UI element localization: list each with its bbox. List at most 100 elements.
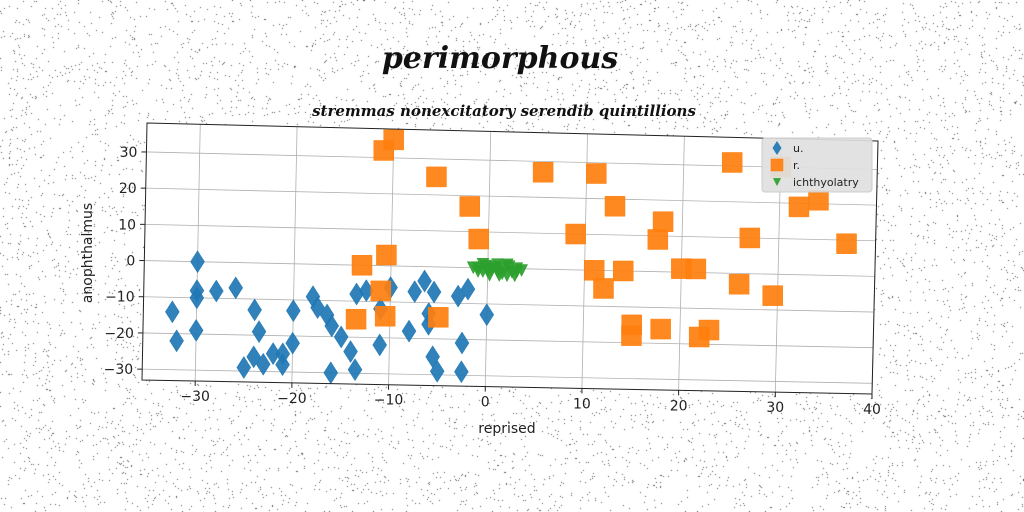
data-point <box>428 307 449 328</box>
x-tick-label: −30 <box>180 389 210 405</box>
data-point <box>808 189 829 211</box>
data-point <box>209 279 224 303</box>
legend-label: r. <box>793 159 800 172</box>
data-point <box>652 211 674 232</box>
legend-marker <box>770 158 784 172</box>
data-point <box>495 267 509 281</box>
data-point <box>236 356 252 379</box>
data-point <box>426 166 447 188</box>
data-point <box>324 314 340 338</box>
data-point <box>721 152 743 173</box>
data-point <box>251 320 267 344</box>
y-tick-label: 20 <box>119 181 137 197</box>
data-point <box>762 285 783 306</box>
x-tick-label: −20 <box>277 391 307 407</box>
data-point <box>347 358 363 382</box>
data-point <box>788 196 810 218</box>
x-tick-label: −10 <box>374 393 404 409</box>
data-point <box>246 345 261 369</box>
axis-ticks: −30 −20 −10 0 10 20 30 40 −30 −20 −10 0 10 20 30 <box>104 145 881 418</box>
data-point <box>417 269 432 293</box>
data-point <box>169 329 184 353</box>
data-point <box>372 333 388 357</box>
data-point <box>255 352 271 376</box>
y-tick-label: −30 <box>104 362 134 378</box>
data-point <box>459 196 480 217</box>
legend-label: ichthyolatry <box>793 176 859 189</box>
y-tick-label: −20 <box>104 326 134 342</box>
legend: u. r. ichthyolatry <box>761 137 873 193</box>
data-point <box>485 263 499 277</box>
data-point <box>479 303 495 327</box>
data-point <box>454 360 469 384</box>
legend-label: u. <box>793 142 803 155</box>
data-point <box>460 277 476 301</box>
legend-marker <box>772 140 782 156</box>
y-gridline <box>142 332 874 349</box>
x-tick-label: 10 <box>573 396 591 412</box>
data-point <box>429 359 445 383</box>
data-point <box>508 269 522 283</box>
y-gridline <box>143 296 874 313</box>
data-point <box>532 162 554 183</box>
data-markers <box>165 129 857 385</box>
y-gridline <box>145 187 877 206</box>
data-point <box>345 308 367 330</box>
data-point <box>685 258 707 280</box>
data-point <box>426 280 442 304</box>
data-point <box>728 273 750 295</box>
x-tick-label: 30 <box>766 400 784 416</box>
data-point <box>650 318 671 340</box>
data-point <box>190 250 205 274</box>
y-gridline <box>146 151 878 170</box>
data-point <box>343 340 358 364</box>
data-point <box>285 331 300 355</box>
data-point <box>351 255 373 276</box>
chart-suptitle: perimorphous <box>382 41 618 76</box>
y-tick-label: 30 <box>120 145 138 161</box>
data-point <box>376 244 397 266</box>
data-point <box>373 140 395 161</box>
legend-marker <box>772 178 782 187</box>
data-point <box>247 298 262 322</box>
data-point <box>698 319 720 341</box>
data-point <box>515 264 529 278</box>
data-point <box>621 325 642 346</box>
data-point <box>374 305 396 327</box>
data-point <box>604 195 626 217</box>
y-tick-label: 10 <box>118 217 136 233</box>
data-point <box>275 353 290 377</box>
data-point <box>739 227 761 249</box>
data-point <box>612 260 634 282</box>
x-tick-label: 20 <box>670 398 688 414</box>
data-point <box>228 276 244 300</box>
data-point <box>647 229 669 250</box>
y-axis-label: anophthalmus <box>80 203 96 303</box>
data-point <box>401 319 417 343</box>
data-point <box>188 318 204 342</box>
chart-title: stremmas nonexcitatory serendib quintill… <box>312 102 696 120</box>
plot-area: −30 −20 −10 0 10 20 30 40 −30 −20 −10 0 10 20 30 <box>104 122 881 418</box>
data-point <box>189 286 205 310</box>
x-tick-label: 0 <box>481 395 490 411</box>
data-point <box>583 260 605 281</box>
legend-box <box>761 137 873 193</box>
data-point <box>407 280 422 304</box>
data-point <box>836 233 857 254</box>
data-point <box>502 260 516 274</box>
x-axis-label: reprised <box>478 421 535 437</box>
x-tick-label: 40 <box>863 402 881 418</box>
y-tick-label: −10 <box>105 290 135 306</box>
data-point <box>468 228 489 250</box>
data-point <box>333 325 349 349</box>
data-point <box>165 300 180 324</box>
data-point <box>286 299 301 323</box>
data-point <box>593 278 614 299</box>
data-point <box>586 163 607 184</box>
data-point <box>454 331 470 355</box>
data-point <box>466 261 480 275</box>
data-point <box>565 223 586 245</box>
data-point <box>265 342 281 366</box>
data-point <box>370 280 392 302</box>
